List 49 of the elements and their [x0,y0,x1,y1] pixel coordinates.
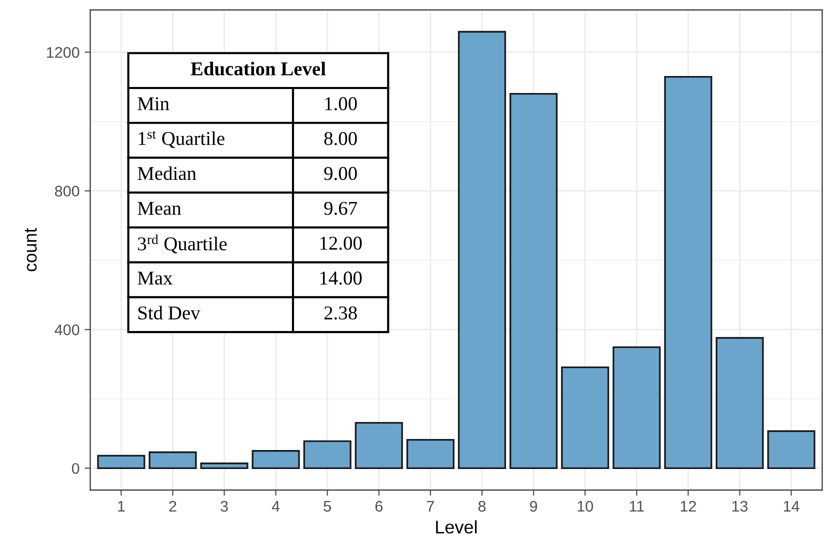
x-axis-title: Level [436,520,477,534]
bar [664,76,712,470]
y-tick-label: 0 [72,463,80,474]
bar [716,337,764,470]
bar [303,440,352,470]
x-tick-label: 11 [630,501,644,512]
annotation: Education Level [190,62,326,76]
x-tick-label: 9 [530,500,538,512]
x-tick-label: 1 [118,501,125,512]
annotation: Median [138,166,196,180]
x-tick-label: 14 [784,501,800,512]
x-tick-label: 12 [680,500,696,512]
y-tick-label: 1200 [47,47,80,58]
bar [406,438,454,470]
x-tick-label: 3 [220,500,228,512]
annotation: 1.00 [325,97,357,110]
bar [200,462,248,470]
bar [767,430,816,470]
annotation: 12.00 [320,236,362,250]
y-tick-label: 400 [54,324,80,336]
x-tick-label: 13 [732,500,748,512]
annotation: 9.67 [324,202,358,215]
annotation: Mean [138,202,182,215]
annotation: Std Dev [138,306,200,320]
annotation: 3$^{rd}$ Quartile [138,234,227,254]
x-tick-label: 8 [478,500,486,512]
annotation: 2.38 [324,306,357,320]
annotation: Min [138,97,170,110]
annotation: 8.00 [324,132,357,146]
x-tick-label: 2 [169,500,176,512]
bar [612,346,661,470]
x-tick-label: 6 [375,500,382,512]
x-tick-label: 10 [578,500,593,512]
y-tick-label: 800 [55,186,80,197]
bar [97,454,146,470]
x-tick-label: 5 [324,501,331,512]
y-axis-title: count [24,228,37,272]
bar [148,451,197,470]
bar [510,92,558,470]
bar [561,366,610,470]
annotation: 14.00 [320,272,362,285]
annotation: 1$^{st}$ Quartile [138,130,224,148]
x-tick-label: 7 [426,501,434,512]
annotation: 9.00 [324,166,357,180]
bar [354,422,403,470]
x-tick-label: 4 [272,501,280,512]
bar [458,30,506,470]
annotation: Max [138,272,172,285]
bar [252,450,300,470]
